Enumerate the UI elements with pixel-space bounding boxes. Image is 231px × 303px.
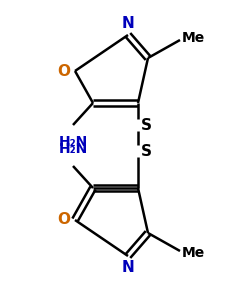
Text: N: N <box>122 16 134 31</box>
Text: Me: Me <box>182 31 205 45</box>
Text: O: O <box>57 64 70 78</box>
Text: H₂N: H₂N <box>58 135 88 149</box>
Text: O: O <box>57 212 70 228</box>
Text: N: N <box>122 260 134 275</box>
Text: S: S <box>141 118 152 132</box>
Text: H₂N: H₂N <box>58 142 88 156</box>
Text: Me: Me <box>182 246 205 260</box>
Text: S: S <box>141 144 152 158</box>
